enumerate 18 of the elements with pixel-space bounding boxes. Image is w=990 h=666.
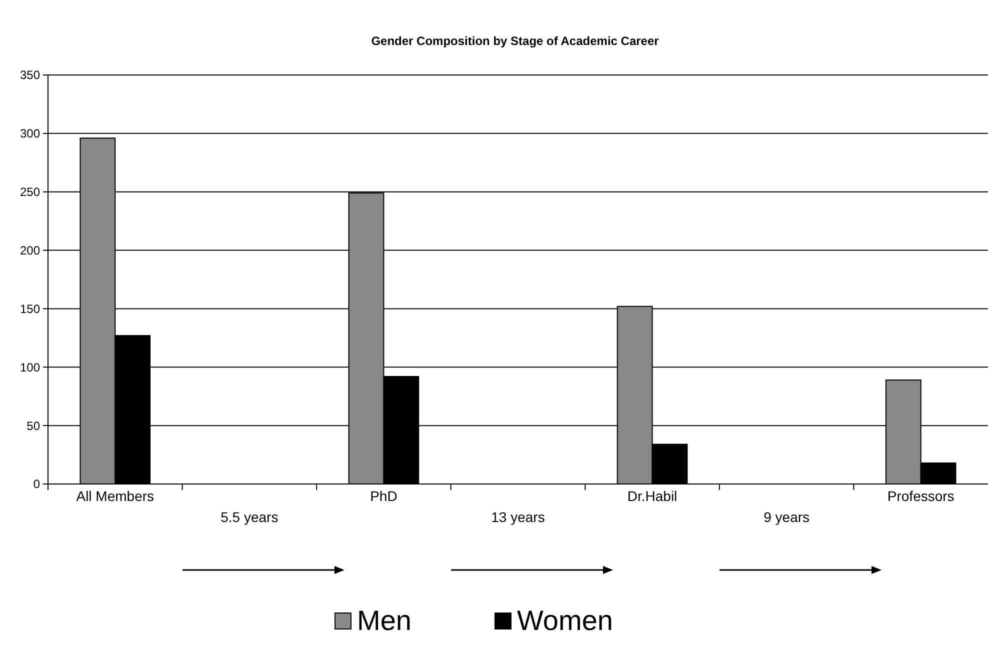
y-tick-label: 300 [20,126,40,141]
legend-label: Men [357,605,412,636]
y-tick-label: 0 [33,477,40,492]
x-tick-label: Professors [887,488,954,504]
x-tick-label: PhD [370,488,398,504]
chart-title: Gender Composition by Stage of Academic Career [371,34,660,48]
y-tick-label: 250 [20,185,40,200]
legend-label: Women [517,605,613,636]
x-tick-label: 9 years [764,509,810,525]
x-tick-label: All Members [76,488,154,504]
y-tick-label: 150 [20,302,40,316]
x-tick-label: Dr.Habil [627,488,678,504]
y-tick-label: 50 [26,418,40,433]
x-tick-label: 13 years [491,509,545,525]
y-tick-label: 200 [20,243,40,258]
x-tick-label: 5.5 years [220,509,278,525]
y-tick-label: 350 [20,68,40,82]
y-tick-label: 100 [20,360,40,374]
